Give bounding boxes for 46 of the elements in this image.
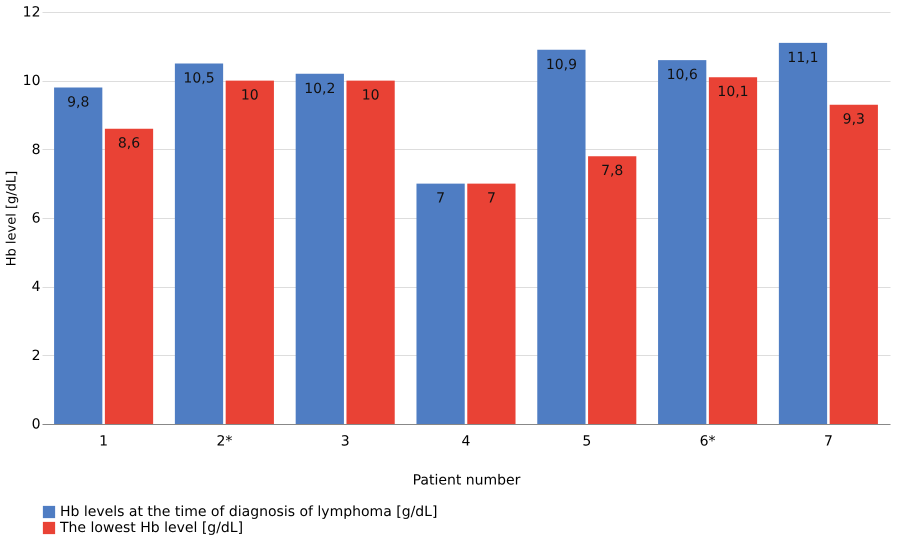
bar — [346, 80, 395, 424]
data-label: 7,8 — [601, 163, 624, 180]
x-tick-label: 4 — [462, 434, 471, 450]
y-tick-label: 2 — [32, 348, 40, 364]
x-tick-label: 3 — [340, 434, 350, 450]
x-tick-label: 6* — [700, 434, 716, 450]
data-label: 10 — [362, 88, 380, 104]
data-label: 9,8 — [67, 94, 90, 111]
x-tick-label: 1 — [99, 434, 108, 450]
bar — [658, 60, 706, 424]
data-label: 10,1 — [717, 84, 749, 100]
x-axis-title: Patient number — [412, 472, 521, 488]
bar — [778, 42, 828, 424]
data-label: 11,1 — [787, 50, 819, 66]
data-label: 10,6 — [666, 67, 698, 84]
bar — [830, 104, 878, 424]
data-label: 8,6 — [118, 136, 140, 152]
data-label: 10,5 — [183, 70, 215, 86]
data-label: 10,9 — [546, 56, 577, 73]
data-label: 10,2 — [304, 80, 336, 97]
data-label: 7 — [436, 190, 446, 207]
data-label: 9,3 — [842, 112, 865, 128]
bar — [416, 184, 465, 424]
data-label: 10 — [240, 88, 259, 104]
bar — [708, 77, 758, 424]
y-tick-label: 6 — [32, 210, 41, 226]
y-tick-label: 4 — [32, 279, 41, 296]
legend-label: Hb levels at the time of diagnosis of lymphoma [g/dL] — [60, 504, 438, 520]
bar — [174, 64, 224, 424]
bar — [104, 128, 154, 424]
x-tick-label: 5 — [582, 434, 592, 450]
y-tick-label: 0 — [32, 416, 40, 432]
bar — [537, 50, 586, 424]
bar — [588, 156, 636, 424]
y-axis-title: Hb level [g/dL] — [4, 170, 20, 266]
y-tick-label: 8 — [32, 142, 40, 158]
x-tick-label: 7 — [824, 434, 833, 450]
bar — [467, 184, 516, 424]
data-label: 7 — [486, 190, 496, 207]
y-tick-label: 12 — [22, 4, 40, 20]
y-tick-label: 10 — [22, 73, 40, 90]
bar — [296, 74, 344, 424]
x-tick-label: 2* — [216, 434, 232, 450]
bar — [226, 80, 274, 424]
bar — [54, 88, 102, 424]
legend-label: The lowest Hb level [g/dL] — [59, 520, 244, 536]
